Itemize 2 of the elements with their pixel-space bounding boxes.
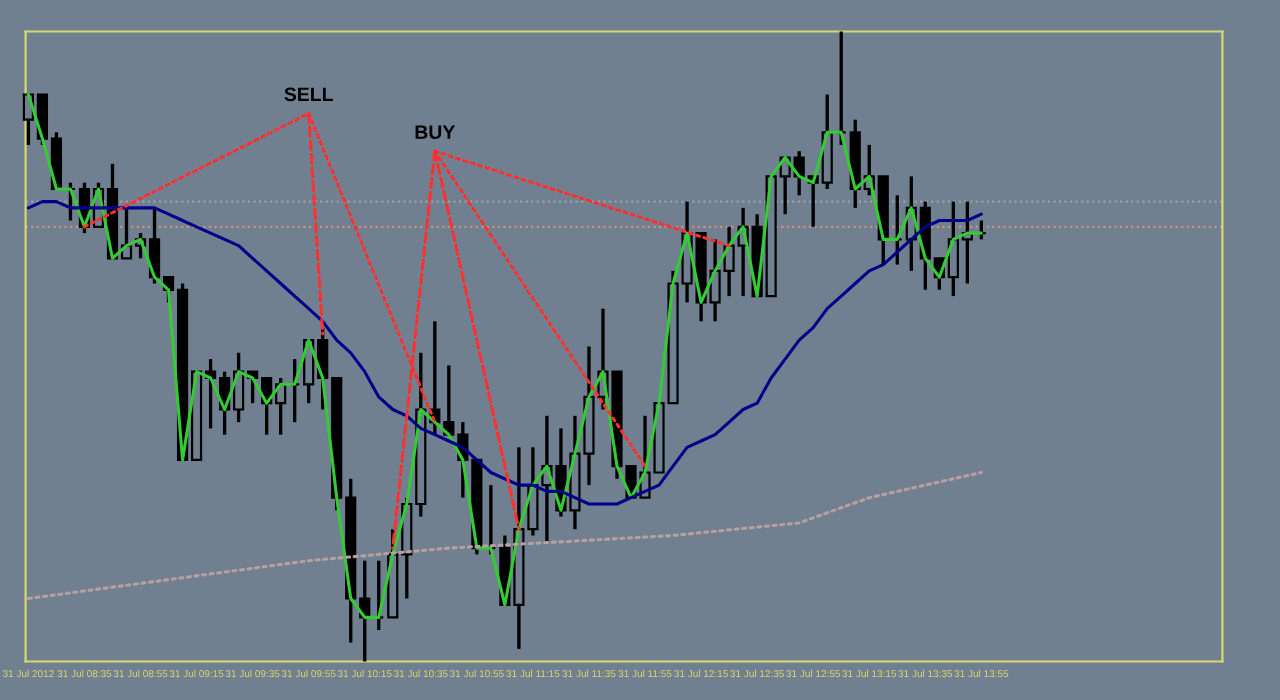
- annotation: BUY: [415, 125, 456, 140]
- annotation: SELL: [284, 87, 333, 102]
